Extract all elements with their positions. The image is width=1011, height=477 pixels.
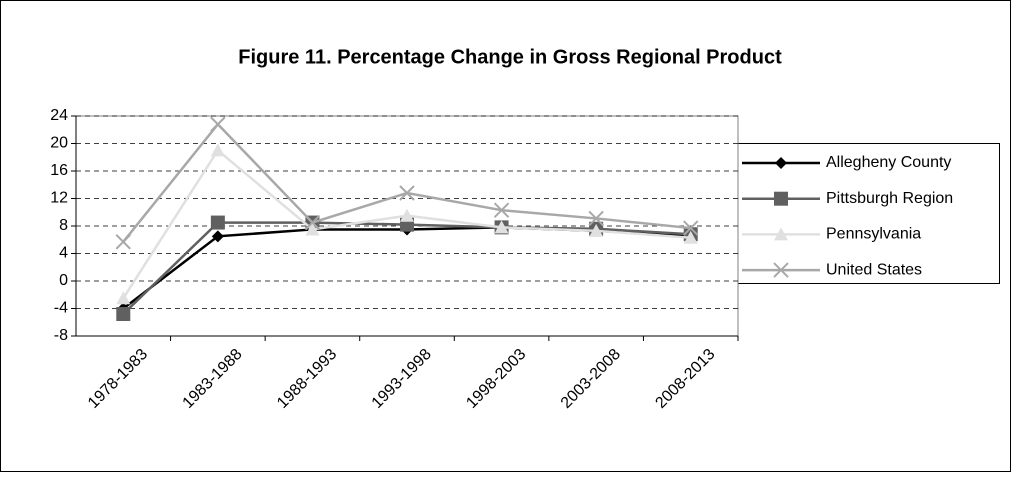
legend-label: Pennsylvania xyxy=(826,226,921,243)
data-point xyxy=(210,116,226,132)
y-tick-label: 16 xyxy=(50,162,68,179)
y-tick-label: 20 xyxy=(50,135,68,152)
legend-marker xyxy=(774,227,788,241)
legend-label: Pittsburgh Region xyxy=(826,190,953,207)
data-point xyxy=(116,291,131,305)
y-tick-label: 4 xyxy=(59,245,68,262)
data-point xyxy=(588,210,604,227)
y-tick-label: 12 xyxy=(50,190,68,207)
y-tick-label: -4 xyxy=(54,300,68,317)
data-point xyxy=(305,222,320,236)
y-tick-label: -8 xyxy=(54,327,68,344)
data-point xyxy=(210,215,225,230)
legend-label: Allegheny County xyxy=(826,154,951,171)
data-point xyxy=(493,202,510,218)
legend-marker xyxy=(774,191,788,206)
data-point xyxy=(210,143,225,157)
data-point xyxy=(399,185,415,201)
data-point xyxy=(400,208,414,222)
legend-marker xyxy=(775,157,787,169)
data-point xyxy=(589,223,604,237)
data-point xyxy=(683,230,698,244)
data-point xyxy=(304,214,321,231)
y-tick-label: 24 xyxy=(50,107,68,124)
chart-title: Figure 11. Percentage Change in Gross Re… xyxy=(238,46,782,68)
legend-label: United States xyxy=(826,261,922,278)
data-point xyxy=(115,234,131,250)
data-point xyxy=(116,307,131,321)
data-point xyxy=(683,220,699,236)
legend-marker xyxy=(773,262,789,278)
data-point xyxy=(494,220,509,234)
y-tick-label: 8 xyxy=(59,217,68,234)
y-tick-label: 0 xyxy=(59,272,68,289)
data-point xyxy=(211,230,224,243)
